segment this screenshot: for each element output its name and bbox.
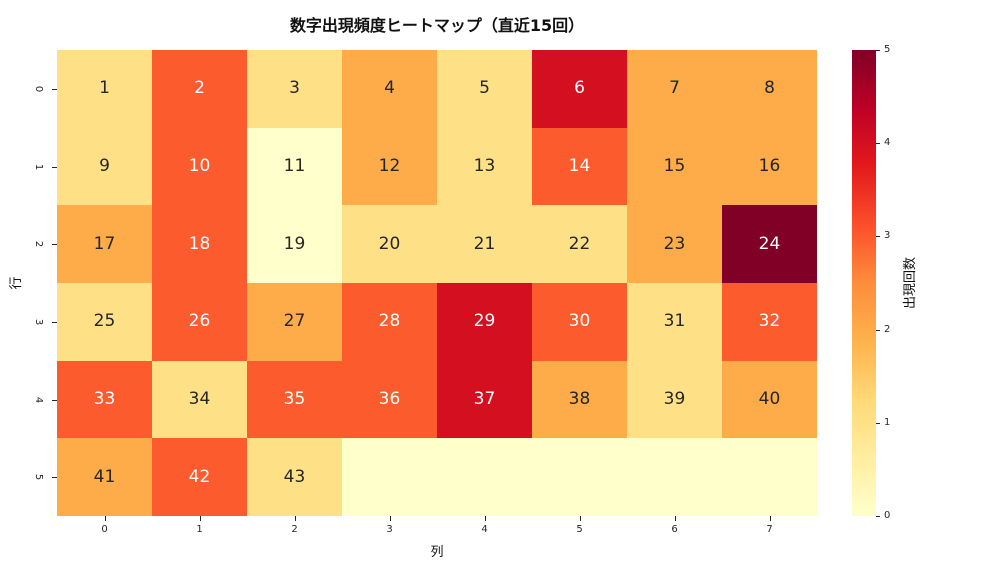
heatmap-cell: 36: [342, 360, 437, 439]
colorbar-label: 出現回数: [902, 256, 918, 309]
heatmap-cell: 25: [57, 282, 152, 361]
colorbar-tick-mark: [876, 50, 880, 51]
colorbar-tick-mark: [876, 143, 880, 145]
colorbar: [852, 50, 876, 516]
heatmap-cell: 23: [627, 205, 722, 283]
heatmap-cell: 2: [152, 50, 247, 128]
x-tick-label: 3: [386, 524, 393, 535]
heatmap-cell: [722, 438, 817, 516]
heatmap-cell: 17: [57, 205, 152, 283]
heatmap-cell: 13: [437, 127, 532, 206]
heatmap-grid: 1 2 3 4 5 6 7 8 9 10 11 12 13 14 15 16 17 18 19 20 21 22 23 24 2…: [57, 50, 817, 516]
heatmap-cell: 26: [152, 282, 247, 361]
x-tick-mark: [294, 516, 296, 521]
heatmap-cell: 31: [627, 282, 722, 361]
x-tick-mark: [389, 516, 391, 521]
heatmap-cell: 10: [152, 127, 247, 206]
heatmap-cell: 5: [437, 50, 532, 128]
heatmap-cell: 43: [247, 438, 342, 516]
heatmap-cell: 12: [342, 127, 437, 206]
heatmap-cell: 1: [57, 50, 152, 128]
heatmap-cell: 15: [627, 127, 722, 206]
colorbar-tick-mark: [876, 236, 880, 238]
x-axis-label: 列: [430, 545, 444, 560]
heatmap-cell: 8: [722, 50, 817, 128]
heatmap-cell: [437, 438, 532, 516]
heatmap-cell: 19: [247, 205, 342, 283]
heatmap-cell: 14: [532, 127, 627, 206]
heatmap-cell: 29: [437, 282, 532, 361]
x-tick-mark: [104, 516, 106, 521]
y-tick-label: 0: [33, 85, 45, 93]
heatmap-cell: 33: [57, 360, 152, 439]
y-tick-mark: [52, 244, 57, 246]
y-tick-mark: [52, 477, 57, 479]
heatmap-cell: 39: [627, 360, 722, 439]
heatmap-cell: 34: [152, 360, 247, 439]
heatmap-cell: 9: [57, 127, 152, 206]
colorbar-tick-label: 2: [884, 323, 891, 335]
x-tick-label: 5: [576, 524, 583, 535]
colorbar-tick-label: 4: [884, 137, 891, 149]
heatmap-cell: 42: [152, 438, 247, 516]
chart-title: 数字出現頻度ヒートマップ（直近15回）: [289, 16, 585, 35]
colorbar-tick-label: 1: [884, 416, 891, 428]
y-tick-mark: [52, 88, 57, 90]
heatmap-cell: 37: [437, 360, 532, 439]
y-tick-label: 3: [33, 318, 45, 326]
heatmap-cell: 21: [437, 205, 532, 283]
x-tick-mark: [769, 516, 771, 521]
heatmap-cell: 6: [532, 50, 627, 128]
heatmap-cell: [532, 438, 627, 516]
colorbar-tick-label: 3: [884, 230, 891, 242]
heatmap-cell: 32: [722, 282, 817, 361]
x-tick-label: 2: [291, 524, 298, 535]
y-tick-label: 5: [33, 473, 45, 481]
y-tick-mark: [52, 166, 57, 168]
y-tick-mark: [52, 399, 57, 401]
y-tick-label: 4: [33, 396, 45, 403]
heatmap-cell: 35: [247, 360, 342, 439]
x-tick-label: 1: [196, 524, 203, 535]
heatmap-cell: 30: [532, 282, 627, 361]
x-tick-label: 4: [481, 524, 488, 535]
heatmap-cell: 7: [627, 50, 722, 128]
heatmap-cell: 18: [152, 205, 247, 283]
heatmap-cell: 4: [342, 50, 437, 128]
heatmap-cell: 16: [722, 127, 817, 206]
x-tick-label: 7: [766, 524, 773, 535]
heatmap-cell: 40: [722, 360, 817, 439]
heatmap-cell: 38: [532, 360, 627, 439]
heatmap-cell: [627, 438, 722, 516]
heatmap-cell: 41: [57, 438, 152, 516]
heatmap-cell: 27: [247, 282, 342, 361]
heatmap-cell: 3: [247, 50, 342, 128]
colorbar-tick-mark: [876, 329, 880, 331]
heatmap-cell: 11: [247, 127, 342, 206]
heatmap-cell: 20: [342, 205, 437, 283]
colorbar-tick-label: 5: [884, 44, 891, 55]
colorbar-tick-mark: [876, 516, 880, 517]
y-tick-mark: [52, 321, 57, 323]
heatmap-cell: 28: [342, 282, 437, 361]
colorbar-tick-label: 0: [884, 510, 891, 521]
x-tick-mark: [199, 516, 201, 521]
colorbar-tick-mark: [876, 422, 880, 424]
x-tick-mark: [579, 516, 581, 521]
heatmap-cell: 24: [722, 205, 817, 283]
heatmap-cell: [342, 438, 437, 516]
x-tick-label: 0: [101, 524, 108, 535]
heatmap-cell: 22: [532, 205, 627, 283]
x-tick-label: 6: [671, 524, 678, 535]
y-tick-label: 2: [33, 240, 45, 248]
x-tick-mark: [484, 516, 486, 521]
y-tick-label: 1: [33, 163, 45, 170]
x-tick-mark: [674, 516, 676, 521]
y-axis-label: 行: [8, 276, 24, 290]
